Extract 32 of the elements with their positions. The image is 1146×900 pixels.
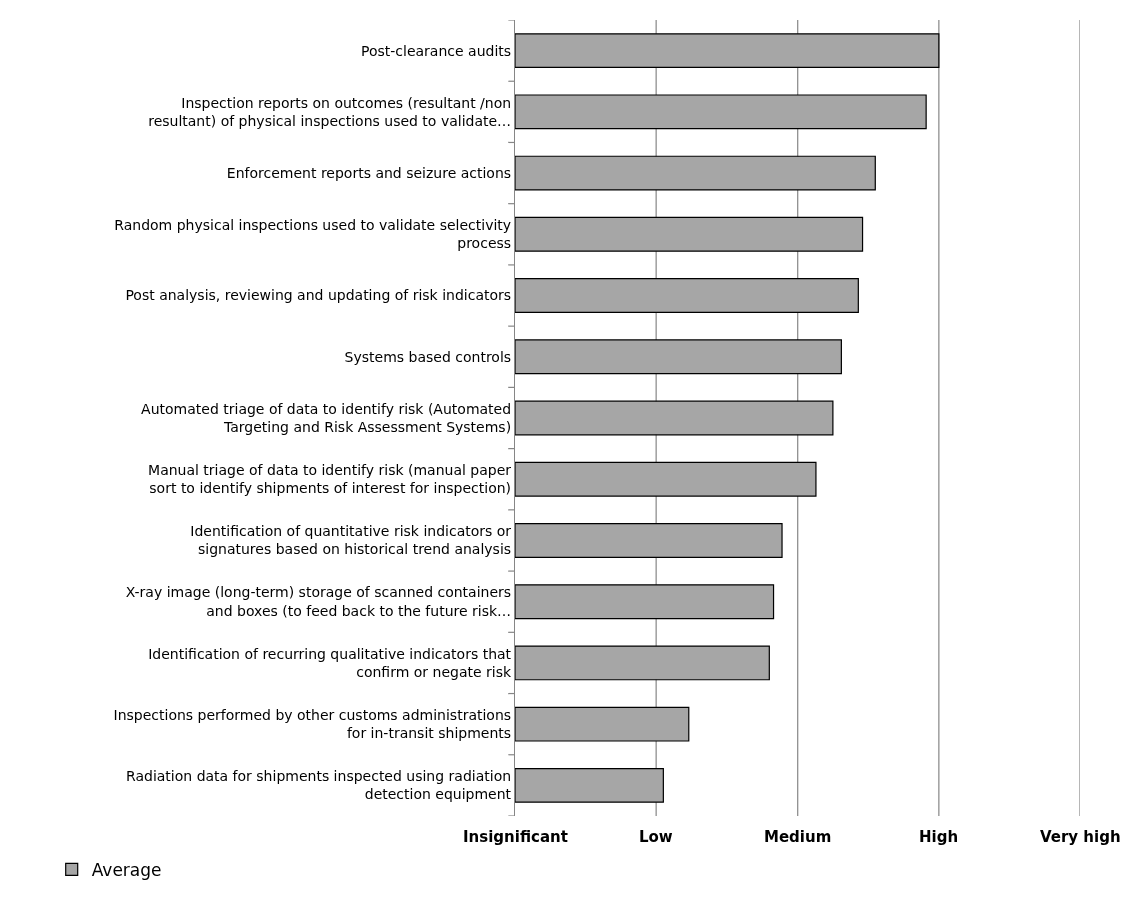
- ref-line-label: Insignificant: [463, 828, 568, 846]
- bar: [515, 94, 927, 130]
- bar: [515, 339, 842, 375]
- bar: [515, 523, 783, 558]
- bar: [515, 216, 864, 252]
- y-tick-label: Post-clearance audits: [360, 42, 512, 59]
- y-tick-label: Manual triage of data to identify risk (manual paper sort to identify shipments of interest for inspection): [148, 462, 512, 497]
- bar: [515, 584, 775, 620]
- y-tick-label: Systems based controls: [344, 348, 512, 365]
- y-tick-label: Automated triage of data to identify risk (Automated Targeting and Risk Assessment Systems): [141, 400, 512, 435]
- bar: [515, 767, 664, 803]
- y-tick-label: Inspection reports on outcomes (resultant /non resultant) of physical inspections used to validate…: [148, 94, 512, 129]
- bar: [515, 278, 859, 313]
- bar: [515, 400, 834, 436]
- bar: [515, 706, 690, 742]
- bar: [515, 645, 770, 681]
- bar: [515, 155, 876, 191]
- y-tick-label: Enforcement reports and seizure actions: [226, 164, 512, 181]
- y-tick-label: Random physical inspections used to validate selectivity process: [114, 217, 512, 252]
- ref-line-label: Very high: [1040, 828, 1121, 846]
- y-tick-label: X-ray image (long-term) storage of scanned containers and boxes (to feed back to the future risk…: [125, 584, 512, 619]
- ref-line-label: Low: [639, 828, 673, 846]
- legend-label: Average: [91, 860, 162, 880]
- y-tick-label: Identification of recurring qualitative indicators that confirm or negate risk: [148, 645, 512, 680]
- y-tick-label: Radiation data for shipments inspected using radiation detection equipment: [126, 768, 512, 803]
- ref-line-label: High: [919, 828, 959, 846]
- ref-line-label: Medium: [764, 828, 832, 846]
- bar: [515, 461, 817, 497]
- bar: [515, 33, 940, 69]
- y-tick-label: Post analysis, reviewing and updating of risk indicators: [125, 287, 512, 304]
- y-tick-label: Identification of quantitative risk indicators or signatures based on historical trend analysis: [190, 523, 512, 558]
- y-tick-label: Inspections performed by other customs administrations for in-transit shipments: [113, 706, 512, 742]
